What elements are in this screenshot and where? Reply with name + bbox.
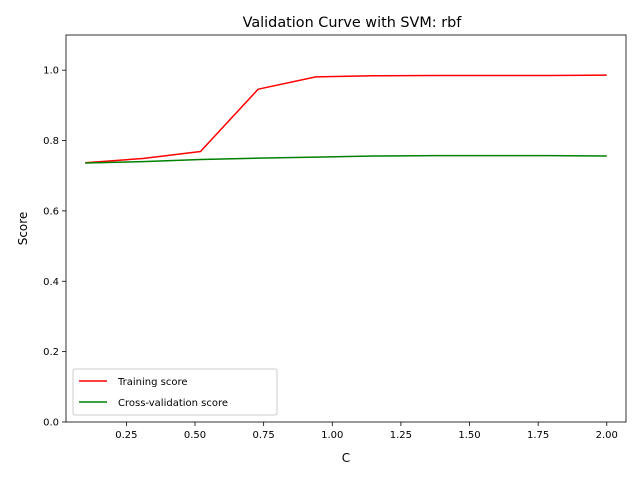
plot-background [66,35,626,422]
x-tick-label: 1.75 [527,430,549,441]
plot-frame [65,34,627,423]
x-tick-label: 2.00 [596,430,618,441]
x-axis-ticks: 0.25 0.50 0.75 1.00 1.25 1.50 1.75 2.00 [115,422,618,441]
y-axis-ticks: 0.0 0.2 0.4 0.6 0.8 1.0 [43,66,66,429]
x-tick-label: 1.50 [458,430,480,441]
series-layer [85,74,607,164]
y-tick-label: 0.6 [43,206,59,217]
series-line-cross-validation [85,154,607,164]
x-tick-label: 0.25 [115,430,137,441]
legend-label-training: Training score [117,377,188,388]
x-tick-label: 0.75 [253,430,275,441]
x-axis-label: C [342,451,350,465]
x-tick-label: 0.50 [184,430,206,441]
y-tick-label: 0.0 [43,418,59,429]
plot-area [65,34,627,423]
x-tick-label: 1.25 [390,430,412,441]
y-axis-label: Score [16,212,30,246]
y-tick-label: 1.0 [43,66,59,77]
y-tick-label: 0.4 [43,277,59,288]
legend-label-cross-validation: Cross-validation score [118,398,228,409]
y-tick-label: 0.8 [43,136,59,147]
chart-title: Validation Curve with SVM: rbf [243,15,463,31]
legend: Training score Cross-validation score [72,368,278,416]
y-tick-label: 0.2 [43,347,59,358]
legend-box [72,368,278,416]
x-tick-label: 1.00 [321,430,343,441]
series-line-training [85,74,607,164]
